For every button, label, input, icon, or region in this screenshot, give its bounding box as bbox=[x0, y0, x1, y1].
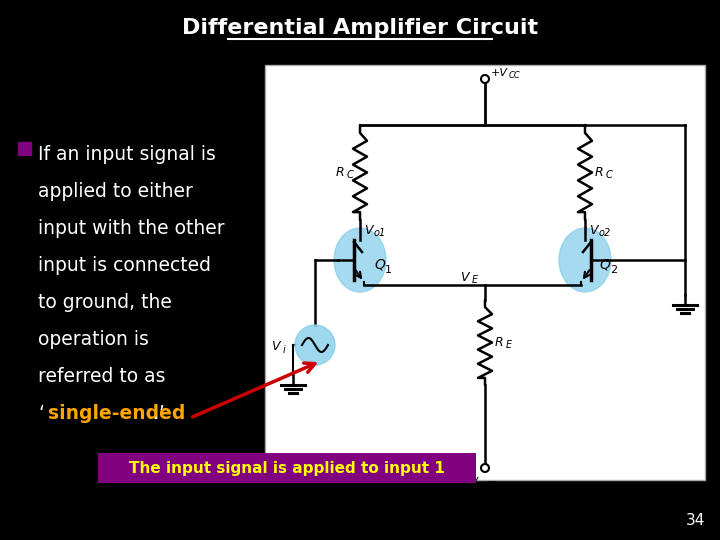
Text: The input signal is applied to input 1: The input signal is applied to input 1 bbox=[129, 461, 445, 476]
Text: Differential Amplifier Circuit: Differential Amplifier Circuit bbox=[182, 18, 538, 38]
Text: If an input signal is: If an input signal is bbox=[38, 145, 216, 164]
Text: Q: Q bbox=[599, 258, 610, 272]
Text: C: C bbox=[347, 170, 354, 180]
Text: referred to as: referred to as bbox=[38, 367, 166, 386]
Text: 1: 1 bbox=[385, 265, 392, 275]
Text: R: R bbox=[495, 335, 503, 348]
Text: EE: EE bbox=[487, 481, 498, 489]
Text: applied to either: applied to either bbox=[38, 182, 193, 201]
Ellipse shape bbox=[334, 228, 386, 292]
Text: i: i bbox=[283, 345, 286, 355]
Bar bbox=[18, 142, 31, 155]
Text: 34: 34 bbox=[685, 513, 705, 528]
Text: R: R bbox=[336, 165, 345, 179]
Text: V: V bbox=[589, 224, 598, 237]
Text: E: E bbox=[472, 275, 478, 285]
Text: +V: +V bbox=[491, 68, 508, 78]
Text: CC: CC bbox=[509, 71, 521, 80]
Text: .’: .’ bbox=[153, 404, 165, 423]
Bar bbox=[265, 65, 705, 480]
Circle shape bbox=[295, 325, 335, 365]
Text: V: V bbox=[460, 271, 469, 284]
Text: to ground, the: to ground, the bbox=[38, 293, 172, 312]
Text: input is connected: input is connected bbox=[38, 256, 211, 275]
Text: Q: Q bbox=[374, 258, 385, 272]
Text: o2: o2 bbox=[599, 228, 611, 238]
Text: o1: o1 bbox=[374, 228, 386, 238]
Text: -V: -V bbox=[467, 477, 478, 487]
Text: single-ended: single-ended bbox=[48, 404, 185, 423]
Text: V: V bbox=[364, 224, 372, 237]
Text: ‘: ‘ bbox=[38, 404, 44, 423]
Text: C: C bbox=[606, 170, 613, 180]
Bar bbox=[98, 453, 476, 483]
Text: V: V bbox=[271, 341, 279, 354]
Ellipse shape bbox=[559, 228, 611, 292]
Text: 2: 2 bbox=[610, 265, 617, 275]
Text: input with the other: input with the other bbox=[38, 219, 225, 238]
Text: E: E bbox=[506, 340, 512, 350]
Text: operation is: operation is bbox=[38, 330, 149, 349]
Text: R: R bbox=[595, 165, 603, 179]
